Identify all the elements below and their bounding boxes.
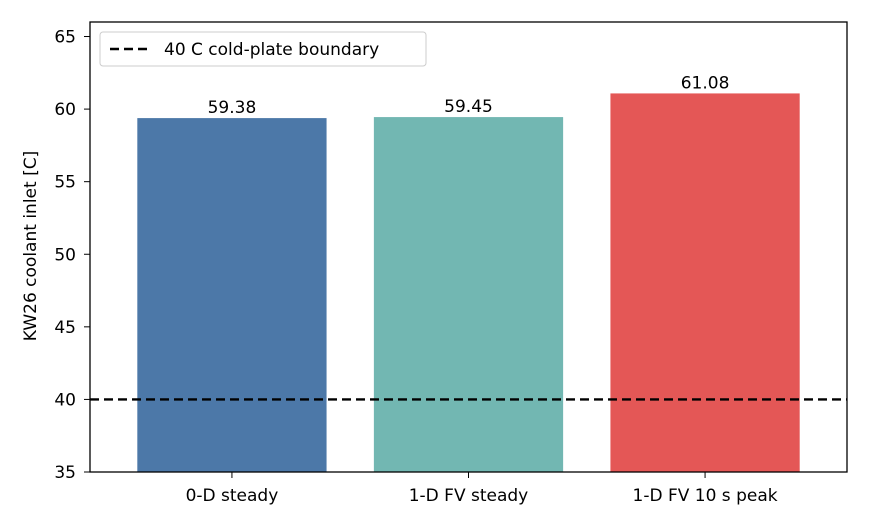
y-tick-label: 50 <box>54 245 76 265</box>
bar <box>610 93 800 472</box>
legend-box <box>99 31 427 67</box>
y-tick-label: 45 <box>54 318 76 338</box>
plot-area: 59.38 0-D steady 59.45 1-D FV steady 61.08 1-… <box>54 21 848 506</box>
y-tick-label: 55 <box>54 173 76 193</box>
x-tick-label: 1-D FV 10 s peak <box>633 486 778 506</box>
x-tick-label: 1-D FV steady <box>409 486 529 506</box>
y-tick-label: 60 <box>54 100 76 120</box>
y-tick-label: 35 <box>54 463 76 483</box>
axes-frame <box>89 21 848 473</box>
bar-value-label: 59.45 <box>444 97 493 117</box>
bar-value-label: 61.08 <box>681 73 730 93</box>
bar <box>373 117 564 473</box>
x-tick-label: 0-D steady <box>186 486 279 506</box>
legend-entry-label: 40 C cold-plate boundary <box>164 40 379 60</box>
y-tick-label: 65 <box>54 28 76 48</box>
bar-value-label: 59.38 <box>208 98 257 118</box>
y-axis-label: KW26 coolant inlet [C] <box>21 151 41 341</box>
bar <box>137 118 327 472</box>
y-tick-label: 40 <box>54 390 76 410</box>
